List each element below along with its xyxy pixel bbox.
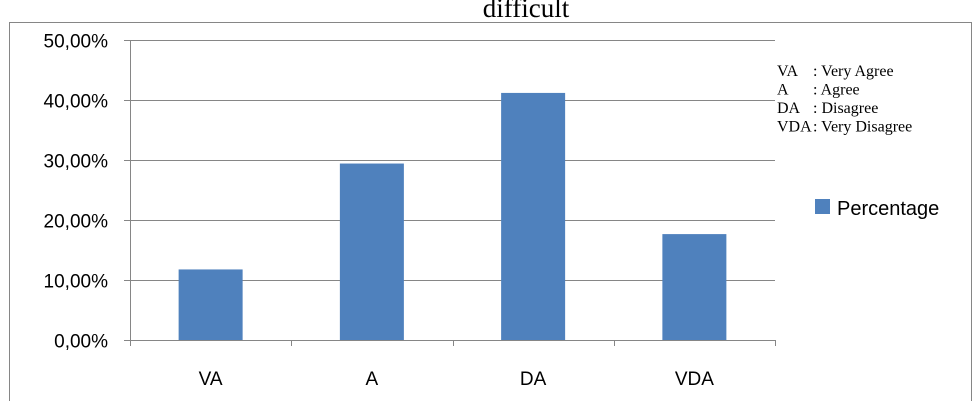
x-tick-label: VA <box>199 369 223 390</box>
legend: Percentage <box>815 198 939 220</box>
note-abbr: VA <box>777 63 798 80</box>
y-tick-labels: 0,00% 10,00% 20,00% 30,00% 40,00% 50,00% <box>44 32 109 353</box>
note-abbr: A <box>777 82 789 99</box>
y-tick-label: 10,00% <box>44 272 109 293</box>
note-description: : Disagree <box>813 100 878 117</box>
bar-vda <box>662 234 727 340</box>
bar-series <box>178 92 727 340</box>
x-tick-label: VDA <box>675 369 714 390</box>
axes <box>124 40 776 346</box>
note-description: : Agree <box>813 82 860 99</box>
note-description: : Very Disagree <box>813 119 912 136</box>
bar-a <box>339 163 404 340</box>
y-tick-label: 20,00% <box>44 212 109 233</box>
y-tick-label: 0,00% <box>54 332 108 353</box>
y-tick-label: 40,00% <box>44 92 109 113</box>
legend-label: Percentage <box>837 198 939 220</box>
y-tick-label: 50,00% <box>44 32 109 53</box>
x-tick-label: A <box>366 369 379 390</box>
bar-va <box>178 269 243 340</box>
y-tick-label: 30,00% <box>44 152 109 173</box>
bar-da <box>501 92 566 340</box>
legend-swatch <box>815 199 830 214</box>
note-abbr: VDA <box>777 119 812 136</box>
note-description: : Very Agree <box>813 63 894 80</box>
chart-frame <box>9 22 972 401</box>
x-tick-label: DA <box>520 369 547 390</box>
chart-title: difficult <box>483 0 570 23</box>
note-abbr: DA <box>777 100 801 117</box>
x-tick-labels: VA A DA VDA <box>199 369 715 390</box>
